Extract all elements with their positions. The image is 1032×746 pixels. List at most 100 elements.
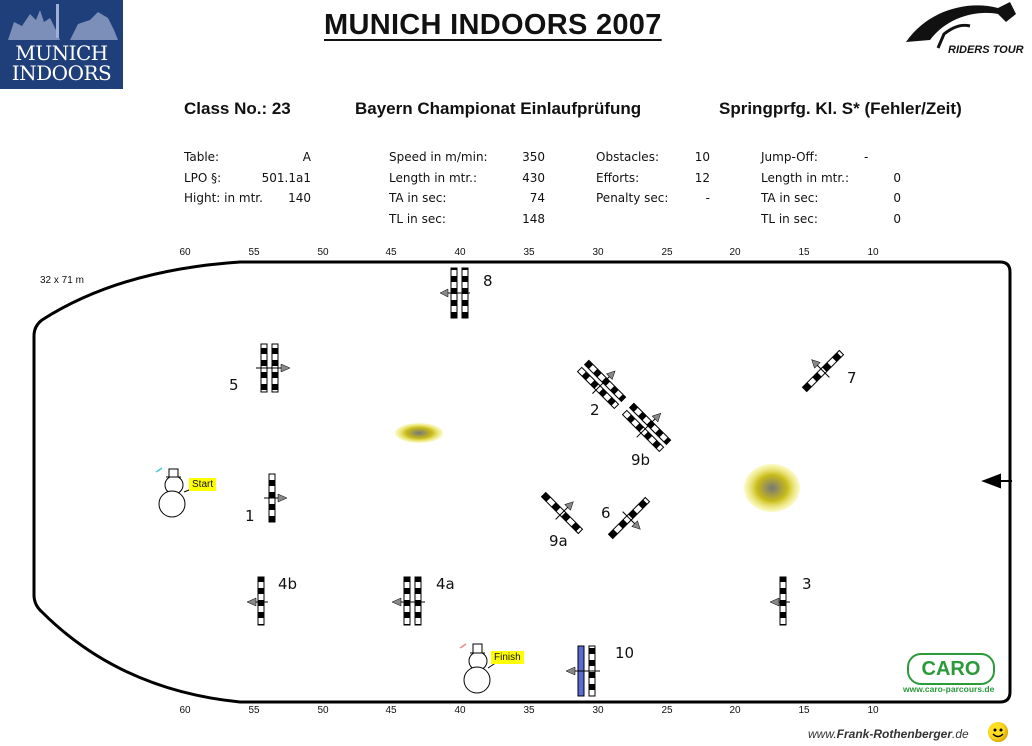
scale-tick: 55 [248, 705, 260, 716]
bush-icon [744, 464, 800, 512]
scale-tick: 20 [729, 247, 741, 258]
class-number: Class No.: 23 [184, 99, 291, 118]
scale-tick: 40 [454, 705, 466, 716]
bush-icon [395, 423, 443, 443]
info-label: Obstacles: [596, 150, 659, 164]
footer-name: Frank-Rothenberger [836, 727, 953, 741]
info-value: 0 [893, 171, 901, 185]
info-label: Hight: in mtr. [184, 191, 263, 205]
fence-label-9b: 9b [631, 451, 651, 469]
riders-tour-label: RIDERS TOUR [948, 44, 1024, 56]
fence-label-7: 7 [847, 369, 857, 387]
fence-7 [801, 349, 845, 393]
class-name: Bayern Championat Einlaufprüfung [355, 99, 642, 118]
scale-tick: 55 [248, 247, 260, 258]
fence-label-2: 2 [590, 401, 600, 419]
fence-label-9a: 9a [549, 532, 568, 550]
info-value: 10 [694, 150, 710, 164]
info-label: Table: [184, 150, 220, 164]
page-title: MUNICH INDOORS 2007 [324, 9, 662, 41]
info-label: Penalty sec: [596, 191, 669, 205]
scale-tick: 30 [592, 247, 604, 258]
scale-tick: 35 [523, 705, 535, 716]
info-value: 0 [893, 212, 901, 226]
fence-label-10: 10 [615, 644, 635, 662]
logo-line-1: MUNICH [15, 41, 108, 65]
fence-label-3: 3 [802, 575, 812, 593]
fence-label-6: 6 [601, 504, 611, 522]
info-label: TL in sec: [389, 212, 446, 226]
info-value: 140 [288, 191, 311, 205]
fence-3 [769, 576, 790, 626]
scale-tick: 45 [385, 705, 397, 716]
info-value: - [864, 150, 869, 164]
info-value: 0 [893, 191, 901, 205]
info-value: 12 [694, 171, 710, 185]
fence-8 [439, 267, 470, 319]
info-value: A [302, 150, 311, 164]
info-label: Length in mtr.: [761, 171, 850, 185]
caro-url: www.caro-parcours.de [903, 684, 995, 694]
scale-tick: 30 [592, 705, 604, 716]
class-type: Springprfg. Kl. S* (Fehler/Zeit) [719, 99, 962, 118]
info-value: 148 [522, 212, 545, 226]
fence-4a [391, 576, 425, 626]
smiley-face-icon [992, 728, 1004, 738]
info-value: 74 [529, 191, 545, 205]
scale-tick: 60 [179, 705, 191, 716]
scale-tick: 10 [867, 247, 879, 258]
logo-line-2: INDOORS [11, 61, 112, 85]
fence-5 [256, 343, 291, 393]
fence-1 [264, 473, 288, 523]
scale-tick: 40 [454, 247, 466, 258]
scale-tick: 25 [661, 705, 673, 716]
info-label: Efforts: [596, 171, 640, 185]
footer-suffix: .de [952, 727, 969, 741]
info-value: - [705, 191, 710, 205]
scale-tick: 15 [798, 247, 810, 258]
info-label: Jump-Off: [761, 150, 818, 164]
fence-9b [621, 402, 672, 453]
info-label: TL in sec: [761, 212, 818, 226]
info-value: 501.1a1 [261, 171, 311, 185]
entrance-arrow-icon [981, 473, 1012, 489]
footer-credit: www.Frank-Rothenberger.de [808, 727, 969, 741]
fence-label-4a: 4a [436, 575, 455, 593]
arena-outline [32, 260, 1012, 704]
scale-tick: 20 [729, 705, 741, 716]
arena-size-label: 32 x 71 m [40, 275, 84, 286]
fence-9a [540, 491, 584, 535]
info-label: TA in sec: [761, 191, 819, 205]
fence-label-1: 1 [245, 507, 255, 525]
fence-10 [565, 645, 600, 697]
scale-tick: 50 [317, 247, 329, 258]
fence-6 [607, 496, 651, 540]
caro-logo: CARO [907, 653, 995, 685]
snowman-finish-icon [459, 643, 498, 694]
footer-prefix: www. [808, 727, 837, 741]
info-label: TA in sec: [389, 191, 447, 205]
finish-label: Finish [491, 651, 524, 664]
info-label: LPO §: [184, 171, 222, 185]
info-label: Length in mtr.: [389, 171, 478, 185]
riders-tour-horse-icon [906, 2, 1016, 49]
info-label: Speed in m/min: [389, 150, 488, 164]
scale-tick: 50 [317, 705, 329, 716]
info-value: 430 [522, 171, 545, 185]
scale-tick: 45 [385, 247, 397, 258]
munich-indoors-logo: MUNICH INDOORS [0, 0, 123, 89]
fence-label-5: 5 [229, 376, 239, 394]
info-value: 350 [522, 150, 545, 164]
snowman-start-icon [155, 467, 195, 518]
scale-tick: 15 [798, 705, 810, 716]
fence-label-8: 8 [483, 272, 493, 290]
start-label: Start [189, 478, 217, 491]
fence-2 [576, 359, 627, 410]
scale-tick: 25 [661, 247, 673, 258]
scale-tick: 10 [867, 705, 879, 716]
scale-tick: 60 [179, 247, 191, 258]
fence-4b [246, 576, 268, 626]
fence-label-4b: 4b [278, 575, 298, 593]
scale-tick: 35 [523, 247, 535, 258]
